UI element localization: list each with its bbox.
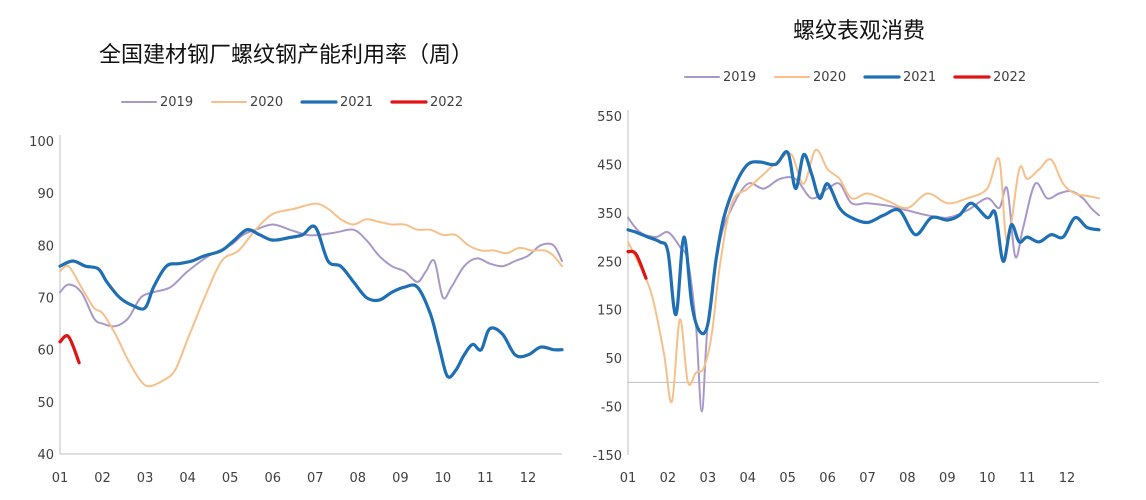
right-y-tick-label: 550	[597, 110, 622, 125]
right-x-tick-label: 02	[660, 471, 677, 486]
left-x-tick-label: 09	[392, 471, 409, 486]
right-chart-title: 螺纹表观消费	[793, 19, 925, 44]
right-chart-svg: 螺纹表观消费 2019 2020 2021 2022 550 450 350 250 150 50 -…	[592, 19, 1101, 486]
right-x-tick-label: 11	[1019, 471, 1036, 486]
right-legend-label-2021: 2021	[903, 70, 936, 85]
left-y-tick-label: 50	[37, 396, 54, 411]
left-x-tick-label: 05	[222, 471, 239, 486]
left-chart-title: 全国建材钢厂螺纹钢产能利用率（周）	[99, 43, 473, 68]
right-y-tick-label: 450	[597, 158, 622, 173]
right-y-tick-label: -50	[601, 401, 622, 416]
left-y-tick-label: 90	[37, 187, 54, 202]
left-x-tick-label: 03	[137, 471, 154, 486]
left-x-tick-label: 10	[435, 471, 452, 486]
right-x-tick-label: 07	[859, 471, 876, 486]
right-y-tick-label: -150	[592, 449, 622, 464]
left-x-tick-label: 02	[94, 471, 111, 486]
right-legend-label-2019: 2019	[723, 70, 756, 85]
left-legend-label-2022: 2022	[430, 95, 463, 110]
right-series-line-2020	[627, 148, 1100, 403]
right-x-tick-label: 06	[819, 471, 836, 486]
left-x-tick-label: 01	[52, 471, 69, 486]
left-legend-label-2019: 2019	[160, 95, 193, 110]
right-x-tick-label: 08	[899, 471, 916, 486]
left-x-tick-label: 08	[350, 471, 367, 486]
left-chart-svg: 全国建材钢厂螺纹钢产能利用率（周） 2019 2020 2021 2022 40 50 60 7…	[29, 43, 564, 486]
left-y-tick-label: 60	[37, 344, 54, 359]
right-y-tick-label: 50	[605, 352, 622, 367]
right-legend: 2019 2020 2021 2022	[684, 70, 1026, 85]
left-series-line-2020	[59, 202, 563, 388]
left-y-tick-label: 40	[37, 448, 54, 463]
right-y-tick-label: 350	[597, 207, 622, 222]
right-x-tick-label: 04	[739, 471, 756, 486]
left-series-line-2021	[58, 224, 564, 379]
right-legend-label-2020: 2020	[813, 70, 846, 85]
left-series-line-2019	[59, 223, 563, 328]
left-y-tick-label: 70	[37, 292, 54, 307]
left-legend-label-2020: 2020	[250, 95, 283, 110]
left-x-tick-label: 11	[477, 471, 494, 486]
right-legend-label-2022: 2022	[993, 70, 1026, 85]
right-chart: 螺纹表观消费 2019 2020 2021 2022 550 450 350 250 150 50 -…	[573, 0, 1146, 500]
right-series-line-2022	[626, 249, 648, 280]
left-legend: 2019 2020 2021 2022	[121, 95, 463, 110]
left-legend-label-2021: 2021	[340, 95, 373, 110]
left-x-tick-label: 12	[520, 471, 537, 486]
right-series-line-2021	[626, 150, 1101, 336]
right-series-line-2019	[627, 176, 1100, 413]
left-x-tick-label: 07	[307, 471, 324, 486]
right-x-tick-label: 03	[700, 471, 717, 486]
right-x-tick-label: 12	[1059, 471, 1076, 486]
left-series-line-2022	[58, 334, 81, 365]
left-x-tick-label: 06	[264, 471, 281, 486]
right-x-tick-label: 10	[979, 471, 996, 486]
right-x-tick-label: 09	[939, 471, 956, 486]
right-x-tick-label: 05	[779, 471, 796, 486]
right-x-tick-label: 01	[620, 471, 637, 486]
left-chart: 全国建材钢厂螺纹钢产能利用率（周） 2019 2020 2021 2022 40 50 60 7…	[29, 43, 564, 486]
left-y-tick-label: 100	[29, 135, 54, 150]
right-y-tick-label: 150	[597, 304, 622, 319]
left-x-tick-label: 04	[179, 471, 196, 486]
right-y-tick-label: 250	[597, 255, 622, 270]
left-y-tick-label: 80	[37, 239, 54, 254]
